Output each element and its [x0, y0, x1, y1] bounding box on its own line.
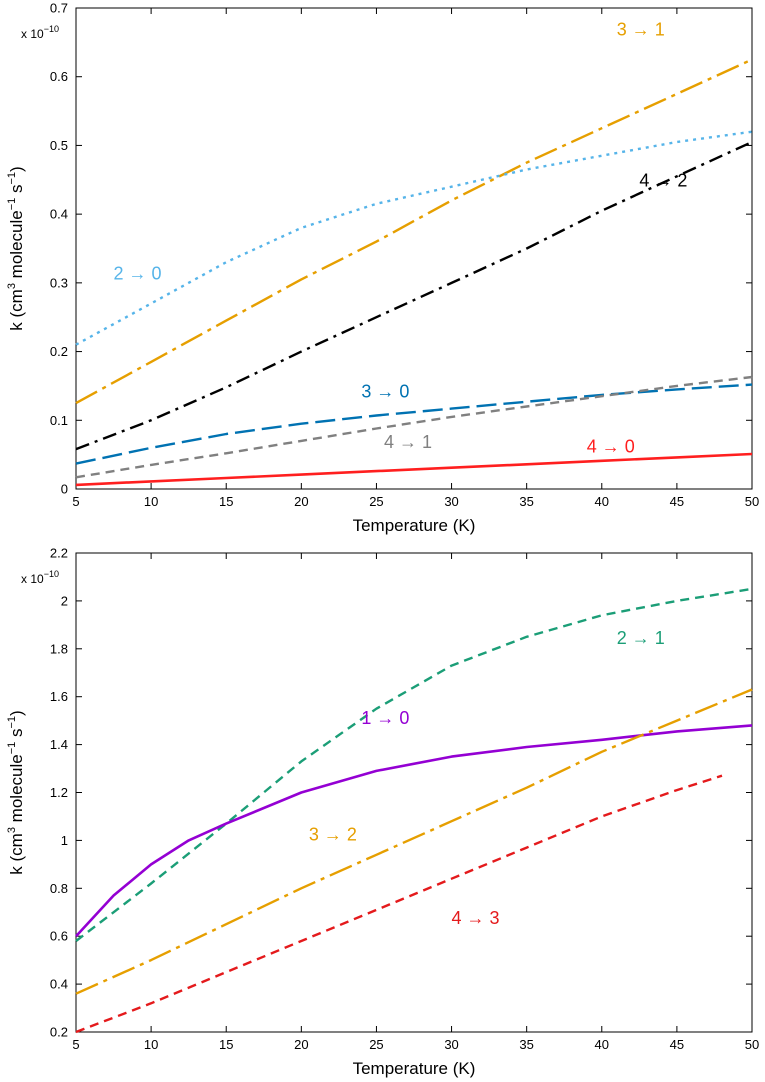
- x-axis-title: Temperature (K): [353, 1059, 476, 1078]
- x-tick-label: 25: [369, 1037, 383, 1052]
- y-tick-label: 0.7: [50, 1, 68, 16]
- x-tick-label: 25: [369, 494, 383, 509]
- y-axis-title: k (cm3 molecule−1 s−1): [6, 710, 26, 874]
- y-axis-multiplier: x 10−10: [21, 569, 59, 586]
- x-tick-label: 30: [444, 1037, 458, 1052]
- y-tick-label: 0.8: [50, 881, 68, 896]
- series-line-1-0: [75, 587, 753, 942]
- series-line-0-1: [75, 130, 753, 346]
- plot-frame: [75, 7, 753, 490]
- y-axis-title: k (cm3 molecule−1 s−1): [6, 166, 26, 330]
- y-tick-label: 1.8: [50, 641, 68, 656]
- y-tick-label: 0.2: [50, 344, 68, 359]
- y-axis-multiplier: x 10−10: [21, 24, 59, 41]
- y-title-part-unit_prefix: k (cm: [7, 289, 26, 331]
- x-tick-label: 35: [519, 494, 533, 509]
- chart-panel-bottom: 5 10 15 20 25 30 35 40 45 50 0.2 0.4 0.6 0.8 1 1.2 1.4 1.…: [6, 546, 759, 1079]
- x-tick-label: 50: [745, 1037, 759, 1052]
- multiplier-exponent: −10: [44, 569, 59, 579]
- multiplier-base: x 10: [21, 572, 44, 586]
- y-title-part-mid2: s: [7, 185, 26, 198]
- x-tick-label: 20: [294, 494, 308, 509]
- y-tick-label: 0.4: [50, 977, 68, 992]
- x-tick-label: 10: [144, 494, 158, 509]
- series-label: 4 → 1: [384, 432, 432, 452]
- y-title-part-sup3: −1: [6, 716, 18, 729]
- y-title-part-close: ): [7, 710, 26, 716]
- y-tick-label: 2: [61, 593, 68, 608]
- multiplier-exponent: −10: [44, 24, 59, 34]
- y-title-part-mid: molecule: [7, 210, 26, 283]
- series-label: 4 → 3: [452, 908, 500, 928]
- y-tick-label: 0.5: [50, 138, 68, 153]
- y-title-part-sup3: −1: [6, 172, 18, 185]
- y-tick-label: 0: [61, 482, 68, 497]
- y-tick-label: 1.2: [50, 785, 68, 800]
- series-line-0-3: [75, 383, 753, 465]
- y-title-part-sup2: −1: [6, 742, 18, 755]
- x-tick-label: 10: [144, 1037, 158, 1052]
- series-line-0-2: [75, 140, 753, 451]
- y-tick-label: 0.1: [50, 413, 68, 428]
- y-tick-label: 0.3: [50, 275, 68, 290]
- y-tick-label: 1.4: [50, 737, 68, 752]
- x-tick-label: 15: [219, 494, 233, 509]
- y-tick-label: 0.2: [50, 1025, 68, 1040]
- y-title-part-mid2: s: [7, 729, 26, 742]
- x-tick-label: 45: [670, 494, 684, 509]
- x-tick-label: 40: [595, 1037, 609, 1052]
- y-title-part-mid: molecule: [7, 754, 26, 827]
- x-tick-label: 5: [72, 1037, 79, 1052]
- series-line-0-0: [75, 58, 753, 405]
- x-axis-title: Temperature (K): [353, 516, 476, 535]
- y-title-part-close: ): [7, 166, 26, 172]
- x-tick-label: 15: [219, 1037, 233, 1052]
- y-title-part-sup2: −1: [6, 198, 18, 211]
- y-tick-label: 0.6: [50, 929, 68, 944]
- y-tick-label: 0.6: [50, 69, 68, 84]
- series-label: 4 → 0: [587, 437, 635, 457]
- y-title-part-sup1: 3: [6, 283, 18, 289]
- x-tick-label: 5: [72, 494, 79, 509]
- y-tick-label: 2.2: [50, 546, 68, 561]
- series-label: 4 → 2: [639, 171, 687, 191]
- y-tick-label: 1.6: [50, 689, 68, 704]
- y-title-part-unit_prefix: k (cm: [7, 833, 26, 875]
- series-line-1-3: [75, 774, 723, 1034]
- x-tick-label: 40: [595, 494, 609, 509]
- series-line-0-5: [75, 452, 753, 487]
- y-tick-label: 0.4: [50, 207, 68, 222]
- series-label: 3 → 0: [361, 382, 409, 402]
- y-title-part-sup1: 3: [6, 827, 18, 833]
- series-label: 3 → 1: [617, 19, 665, 39]
- series-label: 3 → 2: [309, 824, 357, 844]
- x-tick-label: 30: [444, 494, 458, 509]
- series-line-1-2: [75, 688, 753, 995]
- y-tick-label: 1: [61, 833, 68, 848]
- x-tick-label: 50: [745, 494, 759, 509]
- series-line-1-1: [75, 724, 753, 938]
- x-tick-label: 45: [670, 1037, 684, 1052]
- series-label: 2 → 1: [617, 628, 665, 648]
- plot-frame: [75, 552, 753, 1033]
- series-label: 2 → 0: [114, 263, 162, 283]
- chart-panel-top: 5 10 15 20 25 30 35 40 45 50 0 0.1 0.2 0.3 0.4 0.5 0.6 0.…: [6, 1, 759, 536]
- x-tick-label: 35: [519, 1037, 533, 1052]
- series-label: 1 → 0: [361, 708, 409, 728]
- multiplier-base: x 10: [21, 27, 44, 41]
- x-tick-label: 20: [294, 1037, 308, 1052]
